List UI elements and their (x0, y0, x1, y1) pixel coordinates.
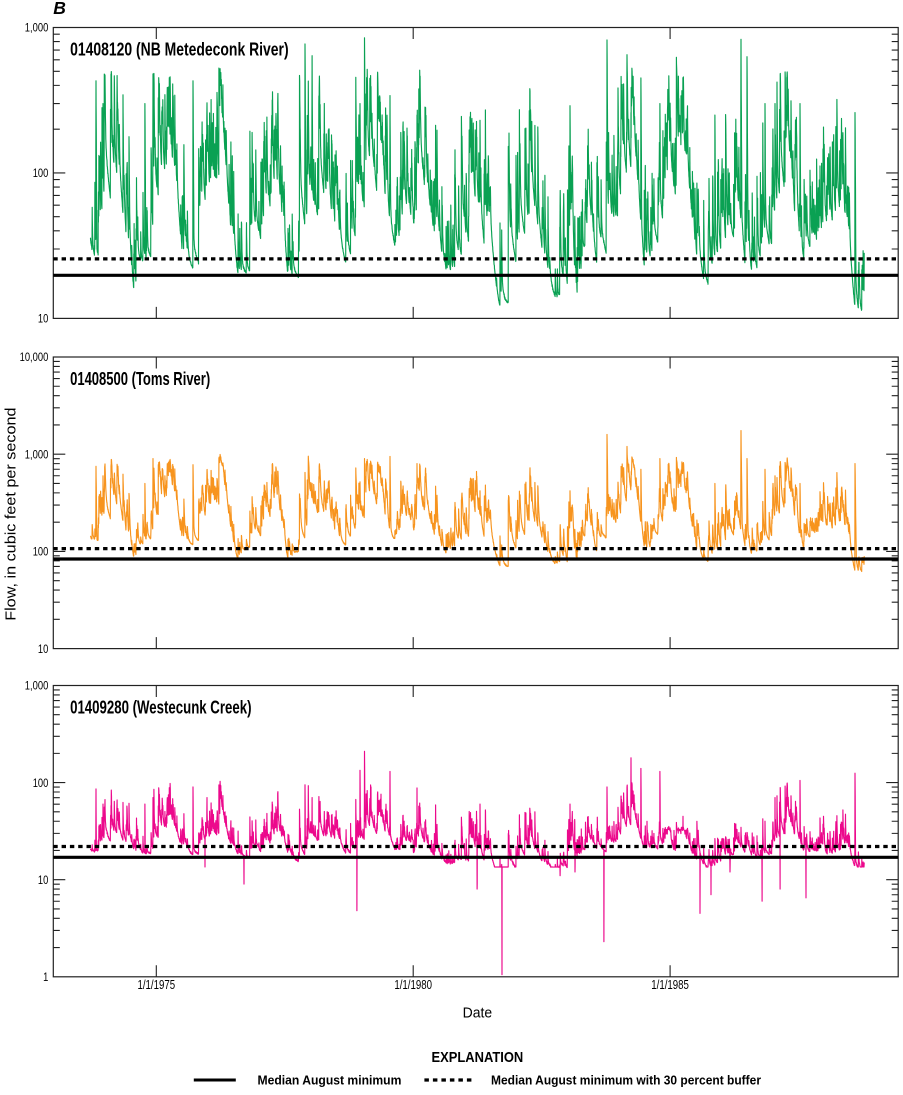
svg-text:1,000: 1,000 (25, 447, 49, 461)
svg-text:Median August minimum with 30: Median August minimum with 30 percent bu… (491, 1072, 761, 1087)
svg-text:01409280 (Westecunk Creek): 01409280 (Westecunk Creek) (70, 698, 251, 718)
svg-text:01408500 (Toms River): 01408500 (Toms River) (70, 369, 210, 389)
svg-text:100: 100 (33, 545, 49, 559)
svg-text:10: 10 (38, 873, 49, 887)
svg-text:B: B (53, 0, 66, 18)
svg-text:Median August minimum: Median August minimum (258, 1072, 402, 1087)
svg-text:100: 100 (33, 166, 49, 180)
svg-text:1,000: 1,000 (25, 679, 49, 693)
svg-text:10: 10 (38, 312, 49, 326)
svg-text:10,000: 10,000 (20, 350, 49, 364)
svg-text:1/1/1985: 1/1/1985 (651, 978, 689, 992)
svg-text:1/1/1980: 1/1/1980 (394, 978, 432, 992)
svg-text:01408120 (NB Metedeconk River): 01408120 (NB Metedeconk River) (70, 40, 289, 60)
svg-text:Date: Date (463, 1005, 493, 1022)
svg-text:Flow, in cubic feet per second: Flow, in cubic feet per second (2, 408, 19, 621)
svg-text:1/1/1975: 1/1/1975 (137, 978, 175, 992)
svg-text:100: 100 (33, 776, 49, 790)
svg-text:10: 10 (38, 642, 49, 656)
svg-text:EXPLANATION: EXPLANATION (432, 1049, 524, 1066)
svg-text:1: 1 (43, 970, 48, 984)
svg-text:1,000: 1,000 (25, 21, 49, 35)
